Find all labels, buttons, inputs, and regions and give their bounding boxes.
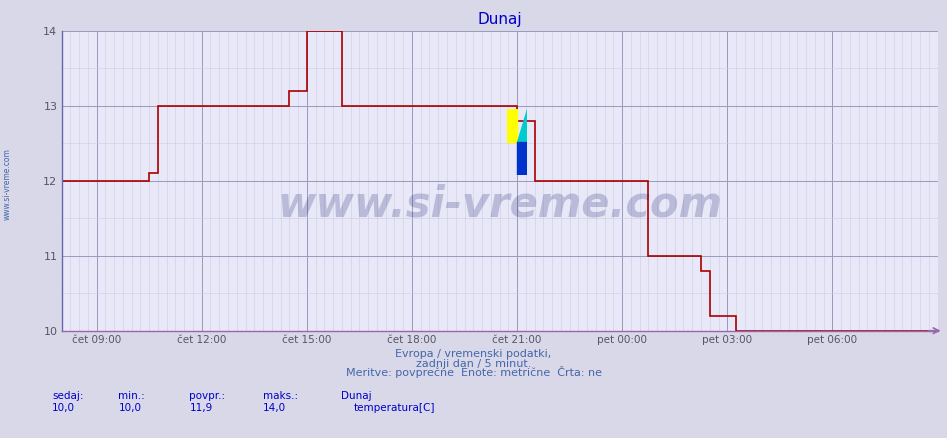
Text: maks.:: maks.: (263, 392, 298, 402)
Text: 14,0: 14,0 (263, 403, 286, 413)
Text: sedaj:: sedaj: (52, 392, 83, 402)
Polygon shape (517, 109, 527, 141)
Text: min.:: min.: (118, 392, 145, 402)
Text: Meritve: povprečne  Enote: metrične  Črta: ne: Meritve: povprečne Enote: metrične Črta:… (346, 366, 601, 378)
Title: Dunaj: Dunaj (477, 12, 522, 27)
Text: zadnji dan / 5 minut.: zadnji dan / 5 minut. (416, 359, 531, 369)
Text: Dunaj: Dunaj (341, 392, 371, 402)
Text: www.si-vreme.com: www.si-vreme.com (277, 184, 722, 226)
Text: povpr.:: povpr.: (189, 392, 225, 402)
Polygon shape (517, 141, 527, 175)
Text: www.si-vreme.com: www.si-vreme.com (3, 148, 12, 220)
Text: 10,0: 10,0 (118, 403, 141, 413)
Text: temperatura[C]: temperatura[C] (354, 403, 436, 413)
Text: 11,9: 11,9 (189, 403, 213, 413)
Bar (507, 109, 517, 141)
Text: Evropa / vremenski podatki,: Evropa / vremenski podatki, (396, 349, 551, 359)
Text: 10,0: 10,0 (52, 403, 75, 413)
